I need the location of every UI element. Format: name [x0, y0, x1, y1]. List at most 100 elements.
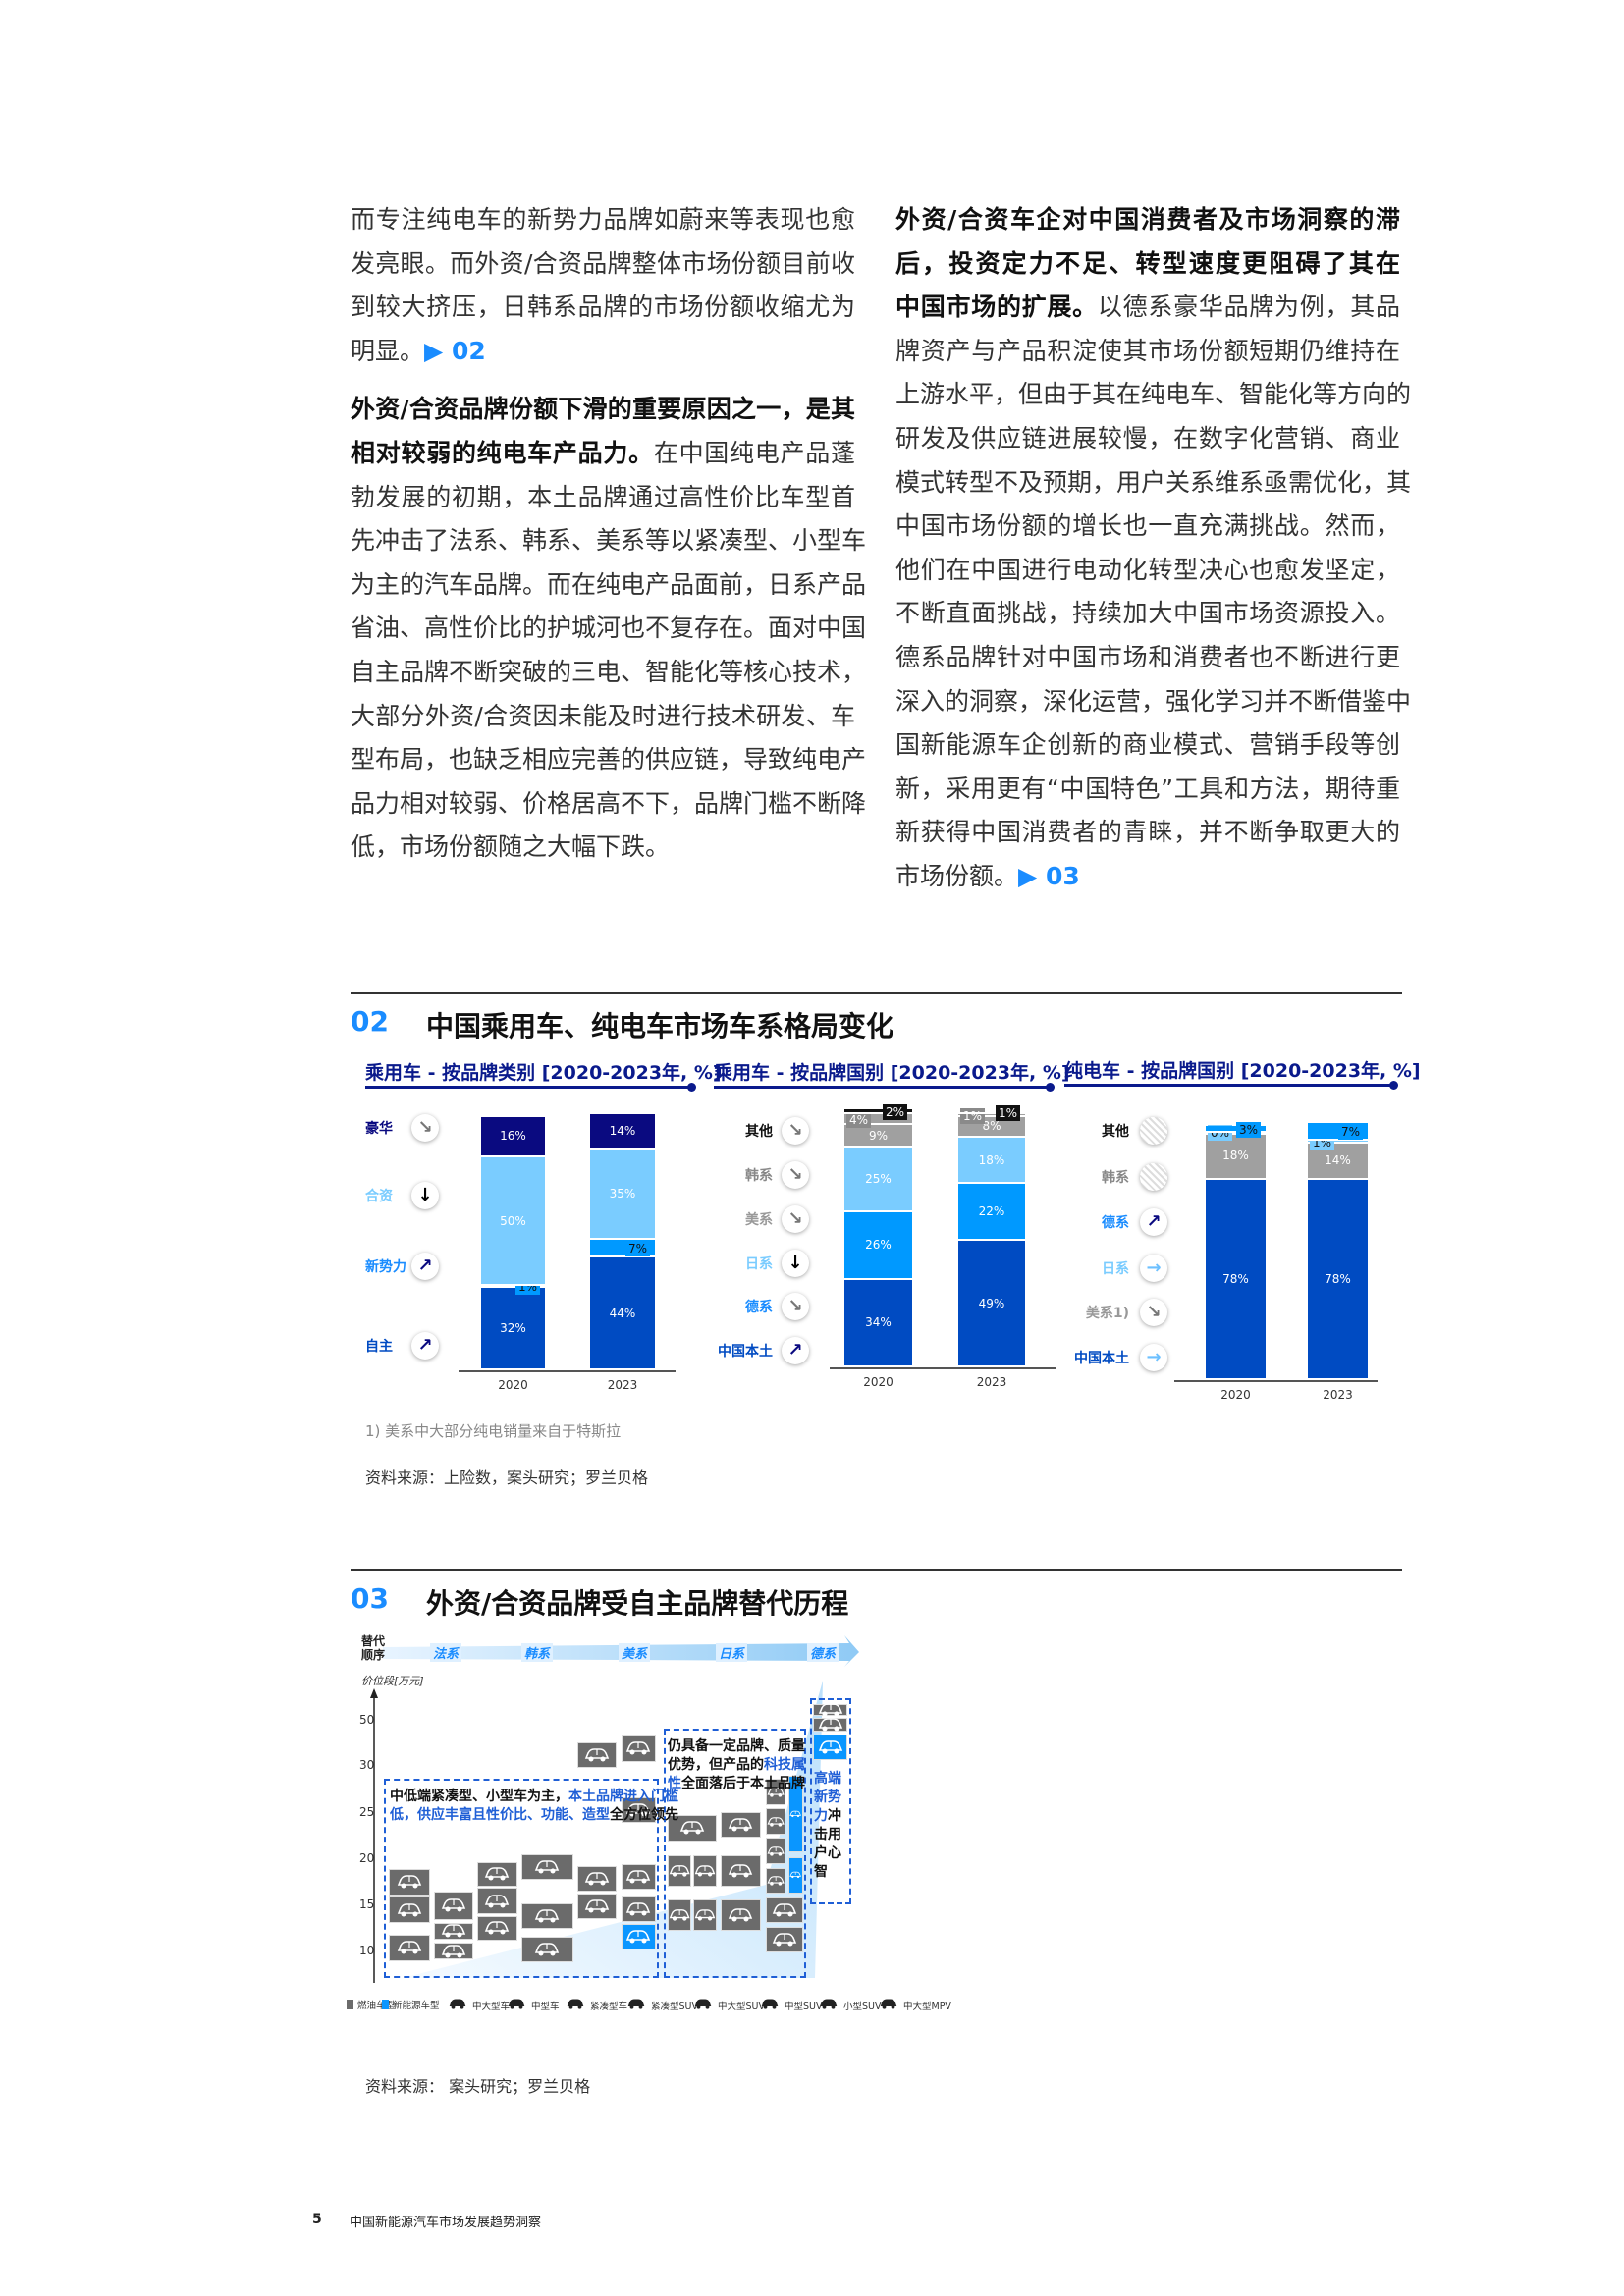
order-label: 替代 顺序 — [361, 1634, 386, 1662]
chart-title: 乘用车 - 按品牌类别 [2020-2023年, %] — [365, 1062, 722, 1084]
car-icon — [789, 1872, 802, 1879]
data-label: 26% — [865, 1238, 892, 1253]
ice-model-box — [766, 1779, 786, 1806]
car-icon — [695, 1909, 716, 1921]
legend-item: 燃油车型 — [347, 1998, 395, 2011]
body-line: 中国市场的扩展。以德系豪华品牌为例，其品 — [895, 286, 1400, 330]
y-tick-label: 25 — [359, 1805, 375, 1819]
data-label: 35% — [609, 1187, 636, 1201]
text-run: 发亮眼。而外资/合资品牌整体市场份额目前收 — [351, 248, 855, 278]
phase-box-1 — [384, 1779, 659, 1978]
data-label: 49% — [978, 1296, 1005, 1310]
ice-model-box — [668, 1815, 718, 1842]
page-number: 5 — [312, 2212, 322, 2227]
data-label-chip: 7% — [625, 1241, 651, 1257]
body-line: 先冲击了法系、韩系、美系等以紧凑型、小型车 — [351, 519, 866, 563]
car-icon — [485, 1921, 510, 1935]
legend-label: 中型SUV — [785, 2001, 823, 2012]
body-line: 外资/合资品牌份额下滑的重要原因之一，是其 — [351, 388, 855, 432]
data-label-chip: 7% — [1338, 1124, 1364, 1141]
car-icon — [679, 1821, 705, 1835]
legend-label-其他: 其他 — [745, 1124, 773, 1140]
ice-model-box — [766, 1896, 803, 1924]
data-label: 34% — [865, 1315, 892, 1330]
trend-na-icon — [1140, 1163, 1167, 1191]
data-label: 32% — [500, 1321, 526, 1336]
ice-model-box — [388, 1935, 430, 1961]
ice-model-box — [621, 1796, 657, 1823]
car-icon — [767, 1846, 785, 1856]
text-run: 不断直面挑战，持续加大中国市场资源投入。 — [895, 599, 1400, 628]
bar-segment — [1308, 1141, 1368, 1144]
ice-model-box — [721, 1811, 761, 1839]
text-run: 的 — [750, 1757, 764, 1773]
order-label-韩系: 韩系 — [521, 1643, 554, 1662]
trend-down-icon: ↓ — [782, 1250, 809, 1277]
ice-model-box — [433, 1891, 474, 1920]
ice-model-box — [477, 1915, 517, 1942]
order-label-美系: 美系 — [619, 1643, 651, 1662]
ice-model-box — [766, 1867, 786, 1895]
legend-label-德系: 德系 — [1102, 1215, 1129, 1231]
body-line: 国新能源车企创新的商业模式、营销手段等创 — [895, 723, 1400, 768]
vehicle-type-icon — [818, 1998, 839, 2012]
body-line: 上游水平，但由于其在纯电车、智能化等方向的 — [895, 373, 1411, 417]
order-label-德系: 德系 — [807, 1643, 839, 1662]
ice-model-box — [693, 1855, 718, 1888]
vehicle-type-icon — [506, 1998, 527, 2012]
ice-model-box — [477, 1888, 517, 1914]
bar-segment: 44% — [590, 1257, 655, 1370]
legend-item: 中大型MPV — [878, 1998, 951, 2012]
x-axis — [830, 1367, 1056, 1369]
phase-3-text: 高端新势力冲击用户心智 — [814, 1770, 853, 1882]
legend-label: 小型SUV — [843, 2001, 882, 2012]
trend-up-icon: ↗ — [411, 1332, 439, 1360]
car-icon — [729, 1864, 753, 1878]
car-icon — [729, 1818, 753, 1832]
phase-box-3 — [810, 1697, 852, 1904]
data-label-chip: 2% — [883, 1103, 908, 1120]
x-tick-label: 2023 — [1323, 1388, 1353, 1402]
car-icon — [441, 1924, 466, 1938]
exhibit-reference-link[interactable]: ▶ 02 — [424, 336, 486, 365]
bar-segment: 16% — [481, 1116, 545, 1158]
trend-flat-icon: → — [1140, 1255, 1167, 1282]
legend-label: 燃油车型 — [357, 2001, 396, 2011]
body-line: 牌资产与产品积淀使其市场份额短期仍维持在 — [895, 330, 1400, 374]
ice-model-box — [766, 1808, 786, 1836]
text-run: 相对较弱的纯电车产品力。 — [351, 439, 654, 467]
car-icon — [772, 1933, 797, 1947]
ice-model-box — [621, 1896, 657, 1922]
text-run: 新，采用更有“中国特色”工具和方法，期待重 — [895, 774, 1400, 803]
exhibit-reference-link[interactable]: ▶ 03 — [1018, 862, 1080, 890]
ice-model-box — [520, 1936, 573, 1963]
bar-segment: 78% — [1308, 1179, 1368, 1380]
data-label: 25% — [865, 1172, 892, 1187]
body-line: 勃发展的初期，本土品牌通过高性价比车型首 — [351, 476, 855, 520]
vehicle-type-icon — [759, 1998, 781, 2012]
legend-label-合资: 合资 — [365, 1189, 393, 1204]
text-run: 本土品牌进入门槛低，供应丰富且性 — [390, 1789, 678, 1823]
car-icon — [669, 1909, 690, 1921]
text-run: 低，市场份额随之大幅下跌。 — [351, 832, 671, 862]
body-line: 市场份额。▶ 03 — [895, 855, 1400, 899]
x-tick-label: 2020 — [498, 1378, 528, 1392]
text-run: 后，投资定力不足、转型速度更阻碍了其在 — [895, 248, 1400, 278]
data-label-chip: 4% — [846, 1111, 872, 1128]
data-label: 22% — [978, 1204, 1005, 1219]
legend-label-新势力: 新势力 — [365, 1259, 406, 1275]
text-run: 而专注纯电车的新势力品牌如蔚来等表现也愈 — [351, 205, 855, 234]
car-icon — [767, 1816, 785, 1827]
legend-item: 小型SUV — [818, 1998, 881, 2012]
body-line: 明显。▶ 02 — [351, 330, 855, 374]
ice-model-box — [388, 1869, 430, 1896]
bar-segment: 14% — [590, 1114, 655, 1150]
body-line: 到较大挤压，日韩系品牌的市场份额收缩尤为 — [351, 286, 855, 330]
data-label: 16% — [500, 1129, 526, 1144]
trend-down-icon: ↓ — [411, 1182, 439, 1209]
data-label: 44% — [609, 1306, 636, 1320]
body-line: 研发及供应链进展较慢，在数字化营销、商业 — [895, 417, 1400, 461]
text-run: 中国市场份额的增长也一直充满挑战。然而， — [895, 511, 1400, 541]
ice-model-box — [621, 1735, 657, 1762]
order-label-法系: 法系 — [430, 1643, 462, 1662]
